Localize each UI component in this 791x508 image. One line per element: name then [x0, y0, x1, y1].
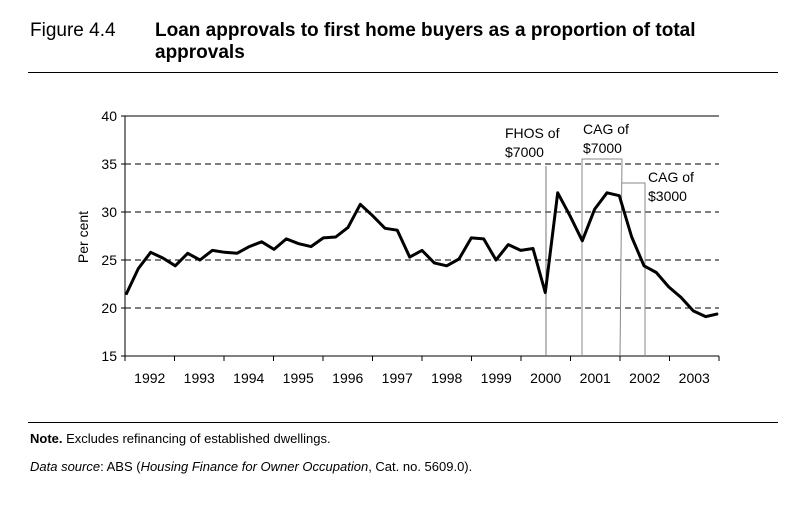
- x-tick-label: 1999: [481, 370, 512, 386]
- data-point: [224, 251, 226, 253]
- data-point: [668, 286, 670, 288]
- data-point: [359, 203, 361, 205]
- data-point: [495, 259, 497, 261]
- data-point: [717, 313, 719, 315]
- data-point: [594, 208, 596, 210]
- annotation-label: CAG of: [648, 169, 694, 185]
- data-point: [137, 268, 139, 270]
- data-point: [285, 238, 287, 240]
- data-point: [631, 236, 633, 238]
- data-point: [544, 292, 546, 294]
- x-tick-label: 1994: [233, 370, 264, 386]
- source-catalogue: , Cat. no. 5609.0).: [368, 459, 473, 474]
- data-point: [618, 195, 620, 197]
- annotation-label: CAG of: [583, 121, 629, 137]
- data-point: [187, 252, 189, 254]
- data-point: [347, 226, 349, 228]
- x-tick-label: 1993: [184, 370, 215, 386]
- note-label: Note.: [30, 431, 63, 446]
- annotation-value: $7000: [583, 140, 622, 156]
- data-point: [162, 257, 164, 259]
- x-tick-label: 1998: [431, 370, 462, 386]
- y-tick-label: 40: [101, 108, 117, 124]
- x-tick-label: 1995: [283, 370, 314, 386]
- data-point: [421, 249, 423, 251]
- data-point: [409, 256, 411, 258]
- data-source: Data source: ABS (Housing Finance for Ow…: [30, 459, 472, 474]
- x-tick-label: 1996: [332, 370, 363, 386]
- y-tick-label: 35: [101, 156, 117, 172]
- x-tick-label: 1992: [134, 370, 165, 386]
- source-org: : ABS (: [100, 459, 141, 474]
- data-point: [520, 249, 522, 251]
- data-point: [261, 241, 263, 243]
- note-text: Excludes refinancing of established dwel…: [62, 431, 331, 446]
- series-line: [124, 191, 719, 319]
- data-point: [483, 238, 485, 240]
- data-point: [569, 215, 571, 217]
- data-point: [150, 251, 152, 253]
- data-point: [680, 296, 682, 298]
- data-point: [446, 265, 448, 267]
- data-point: [396, 229, 398, 231]
- source-publication: Housing Finance for Owner Occupation: [140, 459, 369, 474]
- y-tick-label: 25: [101, 252, 117, 268]
- chart: 15 20 25 30 35 40 1992 1993 1994 1995 1996 1997 1998…: [75, 108, 720, 386]
- data-point: [692, 310, 694, 312]
- data-point: [643, 265, 645, 267]
- data-point: [298, 243, 300, 245]
- data-point: [174, 265, 176, 267]
- annotation-bracket-cag-3000: [622, 182, 646, 356]
- data-point: [273, 248, 275, 250]
- data-point: [581, 240, 583, 242]
- data-point: [606, 192, 608, 194]
- data-point: [384, 227, 386, 229]
- data-point: [310, 246, 312, 248]
- y-tick-label: 15: [101, 348, 117, 364]
- data-point: [248, 246, 250, 248]
- y-axis-label: Per cent: [75, 211, 91, 263]
- data-point: [470, 237, 472, 239]
- chart-title: Loan approvals to first home buyers as a…: [155, 20, 696, 63]
- data-point: [655, 271, 657, 273]
- data-point: [199, 259, 201, 261]
- top-rule: [28, 72, 778, 73]
- x-tick-label: 2000: [530, 370, 561, 386]
- y-tick-label: 30: [101, 204, 117, 220]
- data-point: [236, 252, 238, 254]
- data-point: [705, 316, 707, 318]
- chart-note: Note. Excludes refinancing of establishe…: [30, 431, 331, 446]
- data-point: [125, 294, 127, 296]
- y-tick-label: 20: [101, 300, 117, 316]
- data-point: [458, 258, 460, 260]
- data-point: [335, 236, 337, 238]
- annotation-value: $3000: [648, 188, 687, 204]
- data-point: [322, 237, 324, 239]
- annotation-label: FHOS of: [505, 125, 560, 141]
- bottom-rule: [28, 422, 778, 423]
- data-point: [211, 249, 213, 251]
- data-point: [372, 215, 374, 217]
- data-point: [433, 262, 435, 264]
- source-label: Data source: [30, 459, 101, 474]
- x-tick-label: 1997: [382, 370, 413, 386]
- data-point: [507, 244, 509, 246]
- data-point: [557, 192, 559, 194]
- data-point: [532, 247, 534, 249]
- annotation-bracket-cag-7000: [581, 158, 623, 357]
- figure-label: Figure 4.4: [30, 20, 116, 41]
- x-tick-label: 2001: [580, 370, 611, 386]
- x-tick-label: 2003: [679, 370, 710, 386]
- annotation-value: $7000: [505, 144, 544, 160]
- x-tick-label: 2002: [629, 370, 660, 386]
